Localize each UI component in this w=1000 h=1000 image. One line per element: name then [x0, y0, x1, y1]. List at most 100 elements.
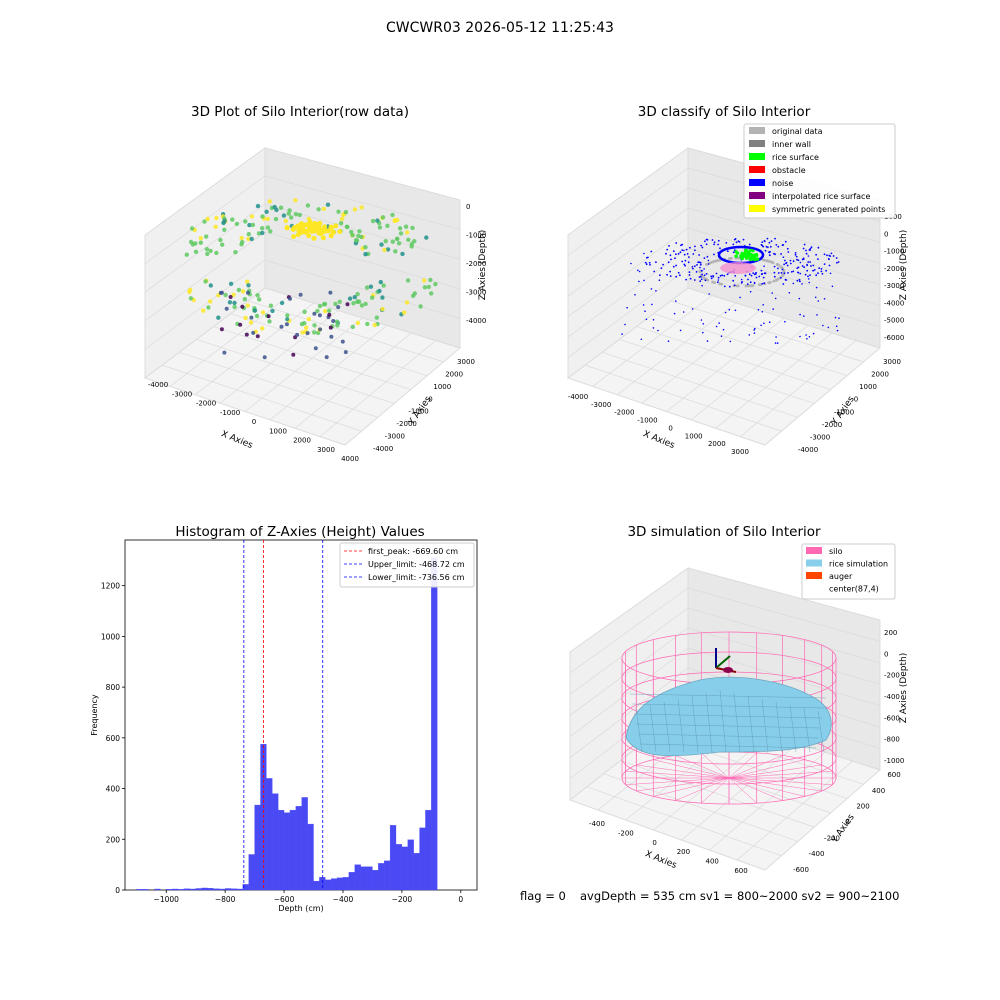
raw-data-point	[265, 225, 271, 230]
raw-data-point	[233, 250, 238, 255]
histogram-bar	[278, 809, 285, 891]
classify-legend-label: inner wall	[772, 140, 811, 149]
raw-data-point	[213, 224, 218, 229]
raw-data-point	[317, 313, 322, 318]
raw-data-point	[204, 234, 209, 239]
simulation-ztick-3: -400	[884, 693, 900, 701]
raw-data-point	[285, 313, 290, 318]
raw-data-point	[322, 308, 328, 314]
classify-noise-point	[734, 275, 737, 277]
classify-noise-point	[789, 262, 792, 265]
classify-noise-point	[823, 263, 826, 265]
raw-data-point	[293, 212, 299, 217]
panel-histogram-xlabel: Depth (cm)	[278, 904, 323, 913]
raw-data-point	[306, 316, 312, 322]
classify-xtick-6: 2000	[708, 440, 726, 448]
classify-noise-point	[806, 269, 809, 272]
panel-histogram-vlines	[243, 540, 324, 890]
raw-data-point	[322, 224, 328, 230]
classify-noise-point	[688, 271, 691, 273]
classify-legend-swatch	[749, 179, 765, 186]
classify-noise-point	[799, 272, 802, 275]
classify-rice-point	[740, 251, 744, 255]
classify-legend-swatch	[749, 166, 765, 173]
raw-data-point	[208, 248, 213, 254]
raw-data-point	[208, 299, 213, 304]
raw-data-point	[188, 239, 194, 245]
panel-classify-floor-pane	[566, 287, 882, 446]
gridline	[169, 295, 290, 387]
rice-surface-mesh	[677, 698, 685, 753]
gridline	[144, 231, 266, 322]
raw-data-point	[377, 288, 382, 294]
classify-noise-point	[799, 313, 801, 316]
classify-rice-point	[750, 257, 754, 261]
classify-noise-point	[774, 237, 776, 240]
panel-raw-xlabel: X Axies	[219, 429, 254, 451]
classify-noise-point	[815, 274, 818, 277]
raw-data-point	[410, 225, 415, 231]
classify-noise-point	[775, 336, 777, 338]
raw-data-point	[396, 241, 402, 246]
classify-original-point	[750, 284, 754, 287]
classify-noise-point	[713, 241, 716, 244]
raw-data-point	[232, 300, 237, 306]
raw-data-point	[202, 219, 207, 224]
classify-legend-swatch	[749, 205, 765, 212]
classify-noise-point	[762, 304, 764, 306]
classify-noise-point	[815, 286, 818, 289]
raw-data-point	[402, 310, 407, 315]
classify-noise-point	[762, 245, 765, 248]
classify-noise-point	[723, 285, 726, 288]
classify-noise-point	[803, 315, 805, 317]
raw-data-point	[333, 223, 339, 229]
raw-data-point	[221, 220, 226, 226]
panel-simulation-ylabel: Y Axies	[829, 812, 857, 845]
classify-noise-point	[815, 253, 817, 256]
classify-noise-point	[771, 292, 773, 294]
raw-data-point	[273, 216, 279, 222]
raw-data-point	[374, 315, 379, 320]
raw-data-point	[218, 237, 223, 243]
histogram-bar	[189, 888, 196, 891]
raw-ztick-1: -3000	[466, 289, 486, 297]
simulation-ztick-5: 0	[884, 650, 888, 658]
raw-data-point	[198, 240, 203, 245]
classify-noise-point	[784, 240, 787, 243]
panel-histogram-legend: first_peak: -669.60 cm Upper_limit: -468.…	[339, 542, 475, 588]
classify-noise-point	[704, 240, 706, 243]
classify-noise-point	[829, 272, 832, 275]
classify-noise-point	[776, 342, 779, 344]
histogram-legend-label: Upper_limit: -468.72 cm	[368, 560, 465, 569]
rice-surface-mesh	[635, 707, 643, 753]
raw-data-point	[381, 283, 386, 288]
histogram-bar	[360, 866, 367, 891]
classify-noise-point	[693, 279, 696, 281]
histogram-bar	[331, 878, 338, 891]
gridline	[592, 295, 713, 387]
classify-noise-point	[792, 282, 795, 285]
classify-noise-point	[747, 278, 749, 281]
raw-data-point	[345, 224, 350, 230]
classify-noise-point	[655, 261, 657, 264]
classify-rice-point	[734, 254, 738, 258]
classify-rice-point	[748, 248, 753, 252]
histogram-bar	[384, 860, 391, 891]
raw-data-point	[252, 308, 258, 313]
simulation-xtick-2: 0	[652, 839, 656, 847]
gridline	[569, 587, 689, 674]
raw-data-point	[343, 210, 349, 215]
classify-noise-point	[691, 308, 694, 310]
raw-xtick-2: -2000	[196, 400, 216, 408]
histogram-xtick-label: −1000	[154, 895, 180, 904]
raw-data-point	[249, 315, 254, 320]
classify-noise-point	[798, 297, 801, 300]
classify-noise-point	[797, 271, 800, 274]
auger-axis-x	[715, 655, 731, 669]
classify-noise-point	[773, 265, 776, 268]
classify-noise-point	[728, 285, 731, 288]
classify-noise-point	[680, 244, 682, 247]
classify-noise-point	[694, 249, 696, 252]
raw-data-point	[244, 332, 249, 337]
simulation-xtick-5: 600	[734, 867, 747, 875]
